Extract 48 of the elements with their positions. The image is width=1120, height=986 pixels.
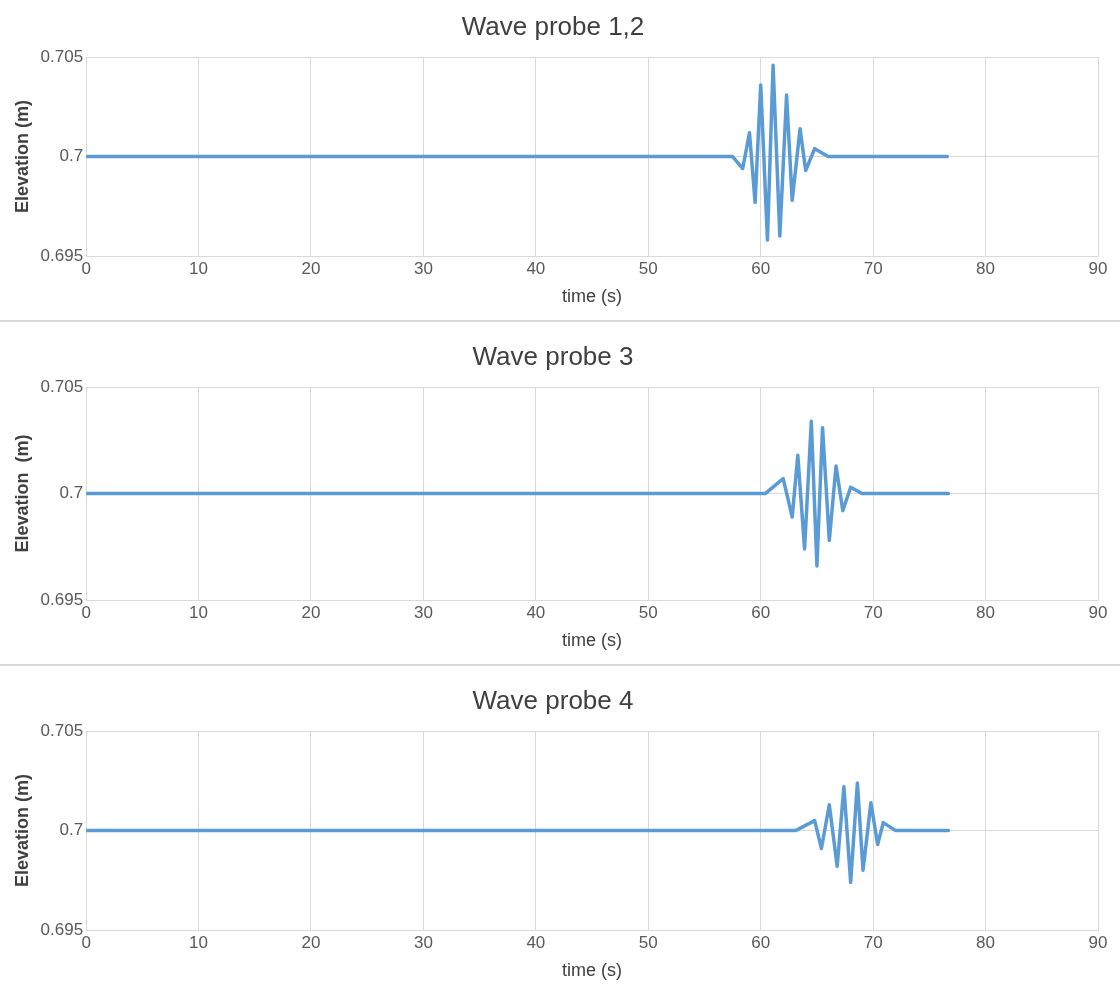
x-tick-label: 40 [526,602,546,622]
x-tick-label: 50 [638,932,658,952]
x-tick-label: 50 [638,602,658,622]
x-tick-label: 30 [413,602,433,622]
x-tick-label: 30 [413,932,433,952]
x-tick-label: 70 [863,258,883,278]
x-tick-label: 80 [976,258,996,278]
x-tick-label: 40 [526,258,546,278]
x-tick-label: 50 [638,258,658,278]
y-axis-title: Elevation (m) [11,100,32,214]
x-tick-label: 60 [751,258,771,278]
y-tick-label: 0.705 [40,376,84,396]
x-tick-label: 90 [1088,258,1108,278]
y-tick-label: 0.7 [59,820,84,840]
x-tick-label: 0 [81,932,91,952]
x-tick-label: 10 [189,258,209,278]
y-tick-label: 0.705 [40,46,84,66]
y-axis-title: Elevation (m) [11,774,32,888]
chart-title: Wave probe 1,2 [461,10,645,41]
y-tick-label: 0.7 [59,483,84,503]
x-tick-label: 70 [863,932,883,952]
y-tick-label: 0.695 [40,245,84,265]
x-tick-label: 0 [81,602,91,622]
x-axis-title: time (s) [562,286,623,307]
x-tick-label: 0 [81,258,91,278]
x-tick-label: 20 [301,602,321,622]
x-tick-label: 60 [751,602,771,622]
x-tick-label: 10 [189,932,209,952]
y-tick-label: 0.705 [40,720,84,740]
chart-title: Wave probe 3 [472,340,634,371]
x-tick-label: 80 [976,932,996,952]
y-axis-title: Elevation (m) [11,434,32,553]
y-tick-label: 0.695 [40,919,84,939]
y-tick-label: 0.695 [40,589,84,609]
x-tick-label: 90 [1088,602,1108,622]
chart-title: Wave probe 4 [472,684,634,715]
y-tick-label: 0.7 [59,146,84,166]
x-axis-title: time (s) [562,960,623,981]
x-tick-label: 20 [301,932,321,952]
x-tick-label: 30 [413,258,433,278]
x-tick-label: 70 [863,602,883,622]
x-tick-label: 80 [976,602,996,622]
x-tick-label: 10 [189,602,209,622]
x-axis-title: time (s) [562,630,623,651]
x-tick-label: 90 [1088,932,1108,952]
x-tick-label: 40 [526,932,546,952]
x-tick-label: 20 [301,258,321,278]
x-tick-label: 60 [751,932,771,952]
